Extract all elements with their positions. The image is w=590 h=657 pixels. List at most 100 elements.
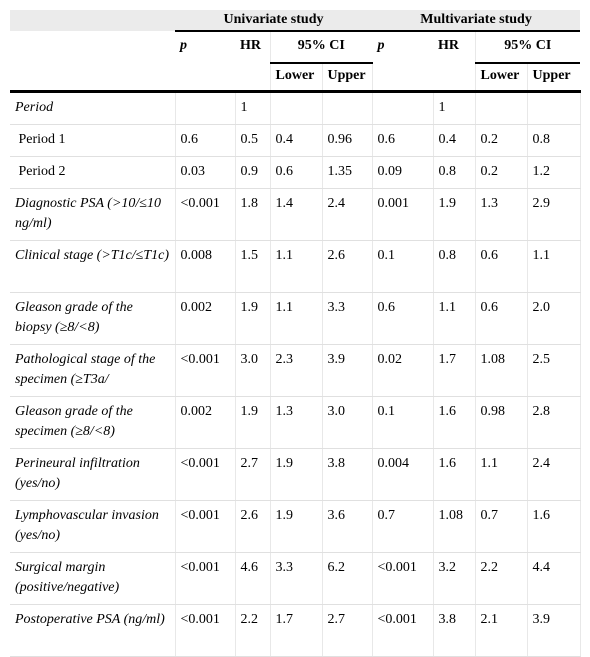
cell: 0.8 [433,156,476,189]
cell: <0.001 [372,552,434,605]
table-row: Period 2 0.03 0.9 0.6 1.35 0.09 0.8 0.2 1.2 [10,156,581,189]
cell: 3.8 [322,448,373,501]
cell: 1.08 [475,344,528,397]
column-header: Upper [527,63,581,93]
cell: 0.9 [235,156,271,189]
cell: 2.4 [527,448,581,501]
cell: <0.001 [175,500,236,553]
cell: 0.02 [372,344,434,397]
cell: 1.35 [322,156,373,189]
row-label: Lymphovascular invasion (yes/no) [10,500,176,553]
cell: 1 [235,91,271,125]
cell: 0.2 [475,124,528,157]
cell: 2.6 [322,240,373,293]
column-header: 95% CI [270,31,373,64]
cell: 1.4 [270,188,323,241]
cell: 1.7 [270,604,323,657]
cell: 3.6 [322,500,373,553]
cell: 0.6 [372,124,434,157]
table-row: Perineural infiltration (yes/no) <0.001 2.… [10,448,581,501]
cell: 0.6 [475,292,528,345]
cell: 3.2 [433,552,476,605]
cell: 0.4 [270,124,323,157]
cell: 2.7 [322,604,373,657]
cell: 1.9 [270,500,323,553]
cell: 0.09 [372,156,434,189]
cell: 0.002 [175,292,236,345]
cell: 0.1 [372,240,434,293]
cell: 2.5 [527,344,581,397]
cell: 3.8 [433,604,476,657]
cell: 1.6 [433,448,476,501]
cell: 6.2 [322,552,373,605]
cell: 1.8 [235,188,271,241]
table-row: Period 1 1 [10,91,581,125]
table-row: Lymphovascular invasion (yes/no) <0.001 2.… [10,500,581,553]
cell: 0.004 [372,448,434,501]
cell: 1.6 [433,396,476,449]
cell: 1.1 [270,240,323,293]
cell [527,91,581,125]
row-label: Gleason grade of the specimen (≥8/<8) [10,396,176,449]
cell: 0.98 [475,396,528,449]
cell: 0.8 [433,240,476,293]
column-header: Upper [322,63,373,93]
row-label: Clinical stage (>T1c/≤T1c) [10,240,176,293]
cell: 0.7 [475,500,528,553]
cell: 3.3 [270,552,323,605]
cell: 0.4 [433,124,476,157]
table-row: Surgical margin (positive/negative) <0.00… [10,552,581,605]
table-row: Diagnostic PSA (>10/≤10 ng/ml) <0.001 1.8 1… [10,188,581,241]
column-header: 95% CI [475,31,581,64]
cell [475,91,528,125]
cell: 1.3 [475,188,528,241]
cell: 1.1 [475,448,528,501]
row-label: Perineural infiltration (yes/no) [10,448,176,501]
cell: 0.001 [372,188,434,241]
row-label: Gleason grade of the biopsy (≥8/<8) [10,292,176,345]
header-blank [10,10,175,31]
column-header: p [175,31,235,93]
cell: 4.6 [235,552,271,605]
table-row: Pathological stage of the specimen (≥T3a… [10,344,581,397]
cell: 1.9 [235,292,271,345]
cell: 3.0 [235,344,271,397]
cell: 0.7 [372,500,434,553]
page: Univariate study Multivariate study p HR… [10,10,581,657]
cell: <0.001 [175,604,236,657]
cell: <0.001 [372,604,434,657]
cell: 1.1 [527,240,581,293]
column-header: Lower [475,63,528,93]
cell: 1.3 [270,396,323,449]
group-header: Univariate study [175,10,373,32]
cell: 2.3 [270,344,323,397]
cell: 2.2 [235,604,271,657]
table-body: Period 1 1 Period 1 0.6 0.5 0.4 0.96 0.6 0.4 0.2 0… [10,91,581,657]
cell [322,91,373,125]
row-label: Diagnostic PSA (>10/≤10 ng/ml) [10,188,176,241]
cell: 0.002 [175,396,236,449]
table-header: Univariate study Multivariate study p HR… [10,10,581,93]
table-row: Clinical stage (>T1c/≤T1c) 0.008 1.5 1.1 2.6… [10,240,581,293]
cell: 1.1 [433,292,476,345]
cell: <0.001 [175,188,236,241]
cell: 0.5 [235,124,271,157]
table-row: Postoperative PSA (ng/ml) <0.001 2.2 1.7 2.7… [10,604,581,657]
cell: 1.08 [433,500,476,553]
cell: 0.6 [372,292,434,345]
cell: 0.2 [475,156,528,189]
cell: <0.001 [175,552,236,605]
cell: 1.5 [235,240,271,293]
header-blank [10,63,175,93]
header-blank [10,31,175,63]
cell: 0.008 [175,240,236,293]
cell: 2.7 [235,448,271,501]
cell: 2.4 [322,188,373,241]
column-header: Lower [270,63,323,93]
cell: 1.2 [527,156,581,189]
cell: 3.9 [527,604,581,657]
row-label: Period [10,91,176,125]
cell: <0.001 [175,448,236,501]
cell: 1.9 [235,396,271,449]
cell: 3.0 [322,396,373,449]
